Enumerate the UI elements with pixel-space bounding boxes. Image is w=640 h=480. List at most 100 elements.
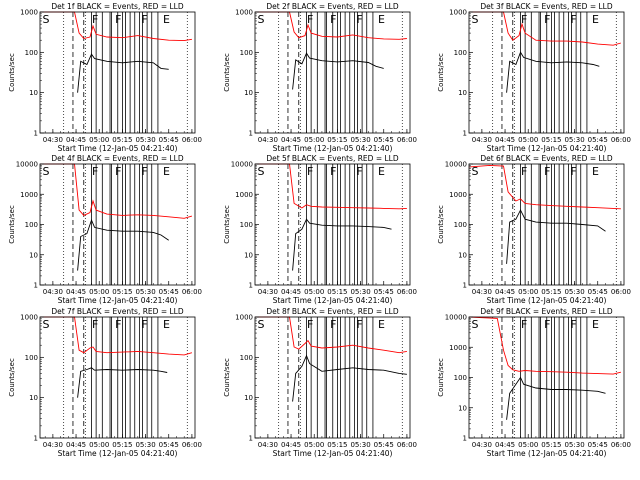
y-tick-label: 1000 — [20, 9, 38, 17]
event-rate-line — [292, 52, 384, 90]
x-tick-label: 04:30 — [43, 136, 63, 144]
x-tick-label: 05:45 — [588, 441, 608, 449]
x-tick-label: 05:00 — [89, 136, 109, 144]
x-tick-label: 05:45 — [588, 288, 608, 296]
x-tick-label: 05:15 — [327, 441, 347, 449]
y-axis-label: Counts/sec — [437, 53, 445, 92]
plot-frame — [468, 11, 625, 134]
y-tick-label: 10 — [29, 89, 38, 97]
y-axis-label: Counts/sec — [8, 358, 16, 397]
x-tick-label: 04:30 — [43, 441, 63, 449]
plot-frame — [39, 11, 196, 134]
event-marker-label: E — [378, 13, 385, 26]
y-tick-label: 10 — [458, 404, 467, 412]
x-axis-label: Start Time (12-Jan-05 04:21:40) — [487, 144, 607, 153]
detector-panel-7: Det 7f BLACK = Events, RED = LLD 04:30 04:… — [8, 307, 202, 458]
event-marker-label: S — [43, 13, 50, 26]
y-tick-label: 100 — [454, 221, 467, 229]
event-marker-label: F — [141, 318, 147, 331]
y-axis-label: Counts/sec — [223, 358, 231, 397]
event-marker-label: F — [307, 13, 313, 26]
x-tick-label: 05:30 — [350, 136, 370, 144]
x-tick-label: 04:45 — [66, 288, 86, 296]
x-tick-label: 06:00 — [397, 136, 417, 144]
event-marker-label: F — [141, 165, 147, 178]
lld-rate-line — [40, 316, 193, 356]
x-tick-label: 05:00 — [518, 441, 538, 449]
detector-panel-2: Det 2f BLACK = Events, RED = LLD 04:30 04:… — [223, 2, 417, 153]
y-tick-label: 100 — [240, 221, 253, 229]
x-tick-label: 05:45 — [159, 288, 179, 296]
y-tick-label: 1 — [249, 282, 253, 290]
x-tick-label: 05:45 — [374, 441, 394, 449]
x-tick-label: 05:45 — [159, 441, 179, 449]
event-marker-label: F — [356, 13, 362, 26]
x-tick-label: 05:00 — [518, 288, 538, 296]
event-marker-label: F — [521, 318, 527, 331]
event-marker-label: F — [92, 165, 98, 178]
x-tick-label: 05:30 — [564, 441, 584, 449]
x-tick-label: 05:15 — [112, 441, 132, 449]
y-tick-label: 1000 — [449, 344, 467, 352]
event-marker-label: F — [330, 13, 336, 26]
x-tick-label: 06:00 — [611, 288, 631, 296]
x-tick-label: 04:45 — [66, 441, 86, 449]
event-rate-line — [77, 367, 168, 398]
y-tick-label: 10000 — [445, 314, 467, 322]
y-tick-label: 1000 — [235, 191, 253, 199]
x-axis-label: Start Time (12-Jan-05 04:21:40) — [58, 144, 178, 153]
panel-title: Det 8f BLACK = Events, RED = LLD — [266, 307, 399, 316]
y-tick-label: 10 — [244, 251, 253, 259]
event-marker-label: S — [472, 13, 479, 26]
lld-rate-line — [255, 316, 407, 354]
event-marker-label: F — [92, 13, 98, 26]
y-tick-label: 10 — [458, 251, 467, 259]
event-marker-label: S — [472, 318, 479, 331]
x-tick-label: 04:45 — [281, 136, 301, 144]
plot-frame — [254, 11, 411, 134]
event-marker-label: F — [544, 318, 550, 331]
y-tick-label: 1000 — [235, 314, 253, 322]
x-axis-label: Start Time (12-Jan-05 04:21:40) — [58, 449, 178, 458]
x-tick-label: 04:30 — [258, 136, 278, 144]
x-tick-label: 04:30 — [258, 441, 278, 449]
x-tick-label: 05:45 — [374, 136, 394, 144]
lld-rate-line — [255, 163, 407, 210]
y-tick-label: 100 — [25, 221, 38, 229]
event-marker-label: F — [307, 318, 313, 331]
x-tick-label: 04:30 — [472, 288, 492, 296]
event-marker-label: S — [472, 165, 479, 178]
event-marker-label: F — [356, 318, 362, 331]
y-tick-label: 10 — [244, 89, 253, 97]
x-tick-label: 05:00 — [518, 136, 538, 144]
y-tick-label: 1 — [249, 435, 253, 443]
y-tick-label: 1000 — [449, 191, 467, 199]
event-rate-line — [77, 53, 169, 93]
y-tick-label: 100 — [454, 49, 467, 57]
y-tick-label: 1 — [34, 282, 38, 290]
x-tick-label: 05:45 — [588, 136, 608, 144]
event-marker-label: F — [521, 13, 527, 26]
x-tick-label: 05:30 — [564, 136, 584, 144]
panel-title: Det 9f BLACK = Events, RED = LLD — [480, 307, 613, 316]
x-tick-label: 05:15 — [112, 288, 132, 296]
event-marker-label: F — [570, 13, 576, 26]
x-tick-label: 04:45 — [495, 441, 515, 449]
y-axis-label: Counts/sec — [437, 205, 445, 244]
x-tick-label: 04:45 — [281, 441, 301, 449]
y-tick-label: 100 — [25, 49, 38, 57]
event-marker-label: S — [43, 318, 50, 331]
y-tick-label: 10 — [29, 394, 38, 402]
y-tick-label: 10 — [458, 89, 467, 97]
x-tick-label: 05:00 — [304, 288, 324, 296]
panel-title: Det 7f BLACK = Events, RED = LLD — [51, 307, 184, 316]
detector-panel-1: Det 1f BLACK = Events, RED = LLD 04:30 04:… — [8, 2, 202, 153]
x-tick-label: 05:30 — [350, 288, 370, 296]
x-tick-label: 04:30 — [472, 441, 492, 449]
event-marker-label: E — [163, 318, 170, 331]
x-tick-label: 04:30 — [472, 136, 492, 144]
lld-rate-line — [469, 164, 621, 210]
x-tick-label: 05:15 — [327, 136, 347, 144]
x-tick-label: 05:45 — [159, 136, 179, 144]
x-tick-label: 06:00 — [182, 441, 202, 449]
